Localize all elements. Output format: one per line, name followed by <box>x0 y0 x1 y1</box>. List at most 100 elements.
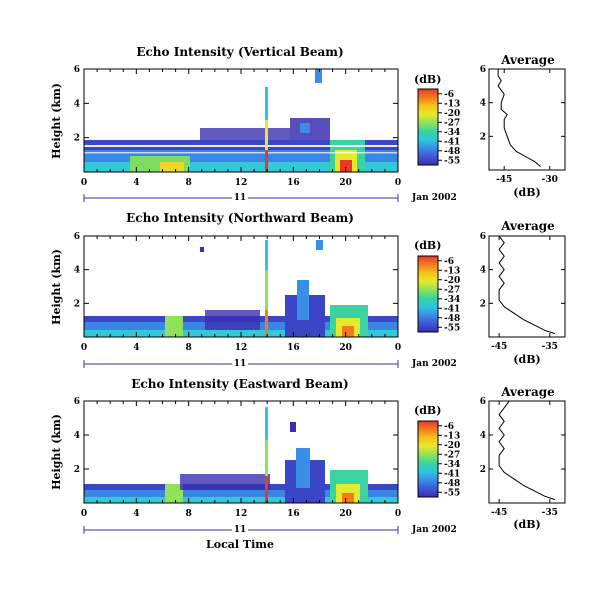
y-tick-label: 4 <box>74 99 80 109</box>
echo-spike <box>265 310 268 337</box>
x-tick-label: 4 <box>133 178 139 188</box>
colorbar-unit: (dB) <box>414 404 441 417</box>
day-bar-eastward: 11 <box>83 523 399 535</box>
echo-band <box>160 162 184 172</box>
y-tick-label: 6 <box>74 397 80 407</box>
echo-band <box>205 310 260 330</box>
echo-spike <box>265 120 268 172</box>
colorbar-tick-label: -13 <box>444 99 460 109</box>
heatmap-eastward <box>84 407 398 503</box>
avg-y-tick-label: 4 <box>480 266 486 276</box>
avg-y-tick-label: 4 <box>480 99 486 109</box>
echo-band <box>296 448 310 488</box>
echo-spike <box>265 150 268 172</box>
colorbar-tick-label: -34 <box>444 128 460 138</box>
avg-title: Average <box>500 53 555 67</box>
colorbar-tick-label: -6 <box>444 422 454 432</box>
echo-band <box>342 493 354 503</box>
x-tick-label: 20 <box>339 343 352 353</box>
echo-blob <box>200 247 204 252</box>
x-tick-label: 8 <box>186 343 192 353</box>
colorbar-tick-label: -48 <box>444 147 460 157</box>
avg-title: Average <box>500 385 555 399</box>
date-label: Jan 2002 <box>411 359 457 369</box>
echo-spike <box>265 440 268 503</box>
chart-title-eastward: Echo Intensity (Eastward Beam) <box>131 377 348 391</box>
northward-beam-panel: Echo Intensity (Northward Beam) 0 4 8 12 16 2… <box>50 211 566 369</box>
chart-title-northward: Echo Intensity (Northward Beam) <box>126 211 354 225</box>
x-tick-label: 16 <box>287 343 300 353</box>
colorbar-unit: (dB) <box>414 239 441 252</box>
avg-xlabel: (dB) <box>513 518 540 531</box>
colorbar-tick-label: -6 <box>444 257 454 267</box>
colorbar-unit: (dB) <box>414 73 441 86</box>
x-tick-label: 12 <box>235 178 248 188</box>
x-axis-label: Local Time <box>206 538 274 551</box>
colorbar-tick-label: -20 <box>444 441 460 451</box>
y-ticks-northward: 2 4 6 <box>74 232 398 309</box>
average-profile-line <box>498 400 556 501</box>
colorbar-tick-label: -34 <box>444 295 460 305</box>
average-profile-vertical: 2 4 6 -45 -30 <box>480 65 565 185</box>
colorbar-tick-label: -55 <box>444 156 460 166</box>
echo-band <box>342 326 354 337</box>
day-label: 11 <box>234 525 247 535</box>
average-profile-northward: 2 4 6 -45 -35 <box>480 232 565 352</box>
avg-y-tick-label: 2 <box>480 465 486 475</box>
colorbar-tick-label: -20 <box>444 109 460 119</box>
echo-blob <box>316 240 323 250</box>
colorbar-tick-label: -6 <box>444 90 454 100</box>
colorbar-eastward: -6-13-20-27-34-41-48-55 <box>417 420 460 498</box>
date-label: Jan 2002 <box>411 525 457 535</box>
x-tick-label: 0 <box>81 343 87 353</box>
colorbar-tick-label: -20 <box>444 276 460 286</box>
colorbar-tick-label: -41 <box>444 469 460 479</box>
y-ticks-vertical: 2 4 6 <box>74 65 398 144</box>
colorbar-tick-label: -55 <box>444 488 460 498</box>
colorbar-tick-label: -27 <box>444 450 460 460</box>
eastward-beam-panel: Echo Intensity (Eastward Beam) 0 4 8 12 16 20… <box>50 377 566 551</box>
x-tick-label: 4 <box>133 343 139 353</box>
x-tick-label: 8 <box>186 178 192 188</box>
x-tick-label: 12 <box>235 343 248 353</box>
echo-spike <box>265 476 268 503</box>
echo-band <box>165 316 183 337</box>
average-profile-line <box>498 235 556 335</box>
date-label: Jan 2002 <box>411 193 457 203</box>
x-ticks-eastward: 0 4 8 12 16 20 0 <box>81 401 401 519</box>
y-ticks-eastward: 2 4 6 <box>74 397 398 475</box>
avg-x-tick-label: -45 <box>491 342 507 352</box>
colorbar-tick-label: -55 <box>444 323 460 333</box>
y-axis-label-eastward: Height (km) <box>50 414 63 490</box>
average-profile-line <box>497 69 542 167</box>
x-tick-label: 4 <box>133 509 139 519</box>
colorbar-tick-label: -27 <box>444 285 460 295</box>
echo-band <box>165 484 183 503</box>
x-tick-label: 12 <box>235 509 248 519</box>
day-bar-northward: 11 <box>83 357 399 369</box>
avg-y-tick-label: 4 <box>480 431 486 441</box>
avg-y-tick-label: 6 <box>480 232 486 242</box>
colorbar-tick-label: -27 <box>444 118 460 128</box>
avg-x-tick-label: -35 <box>542 508 558 518</box>
echo-band <box>84 145 398 147</box>
average-profile-eastward: 2 4 6 -45 -35 <box>480 397 565 518</box>
echo-blob <box>315 69 322 83</box>
echo-spike <box>265 270 268 337</box>
x-tick-label: 20 <box>339 509 352 519</box>
colorbar-ticks: -6-13-20-27-34-41-48-55 <box>438 90 460 166</box>
avg-x-tick-label: -45 <box>496 175 512 185</box>
day-label: 11 <box>234 193 247 203</box>
avg-x-tick-label: -30 <box>542 175 558 185</box>
x-tick-label: 16 <box>287 509 300 519</box>
echo-band <box>84 152 398 154</box>
y-tick-label: 2 <box>74 299 80 309</box>
echo-band <box>340 160 352 172</box>
y-tick-label: 4 <box>74 266 80 276</box>
colorbar-tick-label: -41 <box>444 304 460 314</box>
x-tick-label: 20 <box>339 178 352 188</box>
echo-band <box>300 123 310 133</box>
colorbar-tick-label: -48 <box>444 479 460 489</box>
avg-y-tick-label: 2 <box>480 132 486 142</box>
